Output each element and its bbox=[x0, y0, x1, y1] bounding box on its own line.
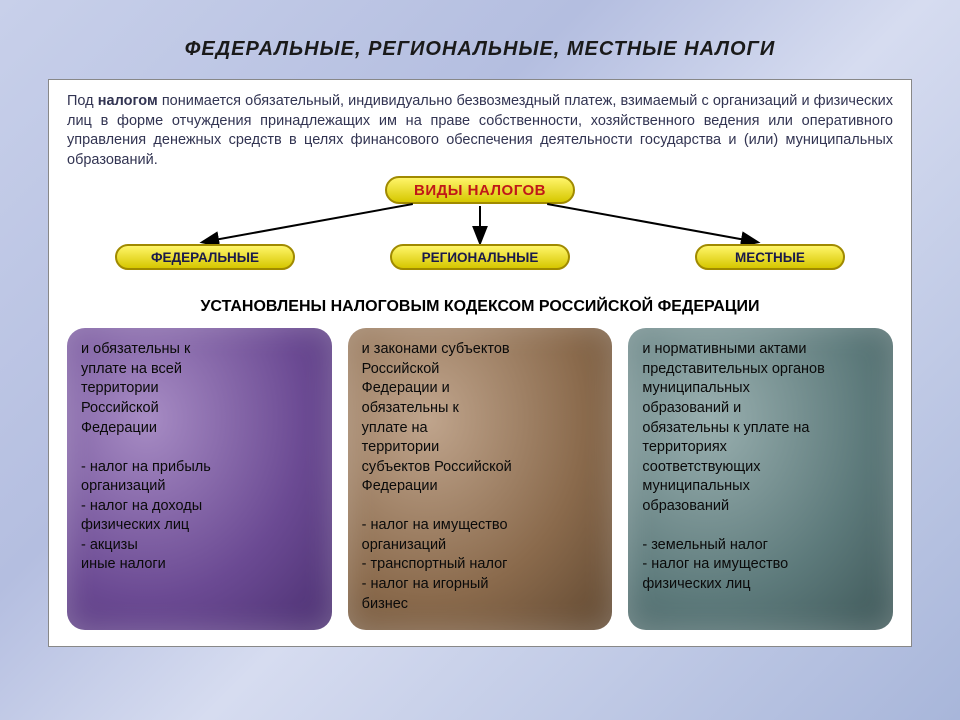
root-node: ВИДЫ НАЛОГОВ bbox=[385, 176, 575, 204]
card-local: и нормативными актами представительных о… bbox=[628, 328, 893, 630]
definition-paragraph: Под налогом понимается обязательный, инд… bbox=[67, 92, 893, 170]
tax-types-diagram: ВИДЫ НАЛОГОВ ФЕДЕРАЛЬНЫЕ РЕГИОНАЛЬНЫЕ МЕ… bbox=[67, 176, 893, 296]
definition-pre: Под bbox=[67, 93, 98, 109]
category-box-federal: ФЕДЕРАЛЬНЫЕ bbox=[115, 244, 295, 270]
cards-row: и обязательны к уплате на всей территори… bbox=[67, 328, 893, 630]
arrow-left bbox=[203, 204, 412, 242]
slide-title: ФЕДЕРАЛЬНЫЕ, РЕГИОНАЛЬНЫЕ, МЕСТНЫЕ НАЛОГ… bbox=[0, 0, 960, 79]
subheading: УСТАНОВЛЕНЫ НАЛОГОВЫМ КОДЕКСОМ РОССИЙСКО… bbox=[67, 298, 893, 316]
category-box-local: МЕСТНЫЕ bbox=[695, 244, 845, 270]
card-federal: и обязательны к уплате на всей территори… bbox=[67, 328, 332, 630]
category-box-regional: РЕГИОНАЛЬНЫЕ bbox=[390, 244, 570, 270]
card-regional: и законами субъектов Российской Федераци… bbox=[348, 328, 613, 630]
content-panel: Под налогом понимается обязательный, инд… bbox=[48, 79, 912, 647]
definition-bold: налогом bbox=[98, 93, 158, 109]
arrow-right bbox=[547, 204, 756, 242]
definition-post: понимается обязательный, индивидуально б… bbox=[67, 93, 893, 168]
